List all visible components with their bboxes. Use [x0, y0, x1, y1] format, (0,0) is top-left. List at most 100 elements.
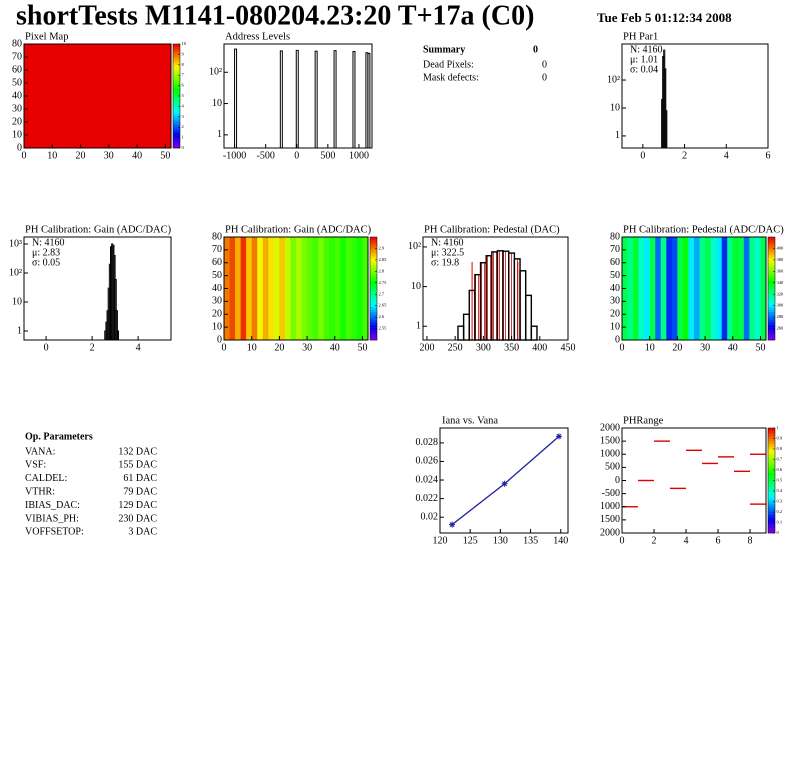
z-tick-label: 5 [182, 93, 185, 98]
palette-step [768, 430, 775, 434]
palette-step [768, 504, 775, 508]
x-tick-label: 0 [620, 342, 625, 353]
y-tick-label: 50 [212, 270, 222, 281]
z-tick-label: 2.55 [379, 326, 388, 331]
y-tick-label: 50 [610, 270, 620, 281]
y-tick-label: 10² [9, 267, 22, 278]
z-tick-label: 0.8 [777, 446, 783, 451]
heat-cell [323, 237, 330, 340]
palette-step [173, 49, 180, 53]
x-tick-label: 8 [748, 535, 753, 546]
y-tick-label: -500 [602, 488, 620, 499]
z-tick-label: 0.9 [777, 436, 783, 441]
heat-cell [721, 237, 728, 340]
palette-step [370, 321, 377, 325]
heat-cell [666, 237, 673, 340]
y-tick-label: 1500 [600, 514, 620, 525]
palette-step [173, 96, 180, 99]
palette-step [370, 237, 377, 240]
y-tick-label: 40 [12, 90, 22, 101]
range-cell [686, 449, 702, 452]
palette-step [768, 441, 775, 445]
range-cell [622, 506, 638, 508]
y-tick-label: 20 [212, 309, 222, 320]
y-tick-label: 1000 [600, 449, 620, 460]
stats-line: N: 4160 [431, 237, 464, 248]
x-tick-label: 50 [357, 342, 367, 353]
palette-step [370, 293, 377, 297]
heat-cell [351, 237, 358, 340]
palette-step [370, 249, 377, 253]
palette-step [768, 239, 775, 243]
y-tick-label: 0.02 [421, 512, 439, 523]
z-tick-label: 6 [182, 83, 185, 88]
stats-line: σ: 0.05 [32, 257, 60, 268]
heat-cell [229, 237, 236, 340]
palette-step [768, 301, 775, 305]
heat-cell [318, 237, 324, 340]
x-tick-label: 4 [724, 150, 729, 161]
palette-step [173, 90, 180, 94]
y-tick-label: 80 [12, 38, 22, 49]
heat-cell [743, 237, 750, 340]
y-tick-label: 0 [217, 334, 222, 345]
palette-step [768, 459, 775, 463]
palette-step [173, 135, 180, 138]
heat-cell [329, 237, 336, 340]
y-tick-label: 2000 [600, 527, 620, 538]
op-value: 3 DAC [128, 527, 157, 538]
palette-step [173, 44, 180, 47]
x-tick-label: 2 [90, 342, 95, 353]
heat-cell [246, 237, 252, 340]
z-tick-label: 1 [182, 135, 184, 140]
palette-step [370, 247, 377, 251]
palette-step [370, 324, 377, 328]
palette-step [173, 140, 180, 144]
z-tick-label: 320 [777, 291, 785, 296]
palette-step [370, 275, 377, 279]
palette-step [768, 319, 775, 323]
frame-bg [622, 44, 768, 148]
palette-step [768, 451, 775, 455]
z-tick-label: 2 [182, 124, 184, 129]
op-value: 79 DAC [123, 486, 157, 497]
x-tick-label: 30 [104, 150, 114, 161]
y-tick-label: 0.022 [416, 493, 439, 504]
palette-step [768, 329, 775, 333]
y-tick-label: 80 [610, 231, 620, 242]
panel-title: PH Calibration: Pedestal (ADC/DAC) [623, 224, 784, 235]
x-tick-label: 10 [645, 342, 655, 353]
palette-step [768, 270, 775, 274]
x-tick-label: 40 [728, 342, 738, 353]
op-name: CALDEL: [25, 473, 67, 484]
palette-step [173, 122, 180, 125]
frame [223, 43, 373, 149]
palette-step [768, 260, 775, 264]
stats-line: σ: 0.04 [630, 64, 658, 75]
z-tick-label: 0.6 [777, 467, 783, 472]
panel-title: Iana vs. Vana [442, 415, 498, 426]
summary-value: 0 [533, 44, 538, 55]
op-value: 132 DAC [118, 446, 157, 457]
y-tick-label: 20 [12, 116, 22, 127]
z-tick-label: 340 [777, 280, 785, 285]
palette-step [768, 454, 775, 458]
summary-row-value: 0 [542, 59, 547, 70]
palette-step [768, 247, 775, 251]
x-tick-label: 20 [672, 342, 682, 353]
op-value: 155 DAC [118, 460, 157, 471]
palette-step [173, 88, 180, 92]
frame [422, 236, 569, 341]
palette-step [768, 283, 775, 287]
z-tick-label: 2.7 [379, 291, 385, 296]
heat-cell [738, 237, 745, 340]
z-tick-label: 380 [777, 257, 785, 262]
palette-step [173, 75, 180, 79]
x-tick-label: 250 [448, 342, 463, 353]
palette-step [768, 303, 775, 307]
y-tick-label: 40 [212, 283, 222, 294]
palette-step [768, 485, 775, 489]
palette-step [768, 472, 775, 476]
y-tick-label: 10 [212, 321, 222, 332]
palette-step [768, 306, 775, 310]
